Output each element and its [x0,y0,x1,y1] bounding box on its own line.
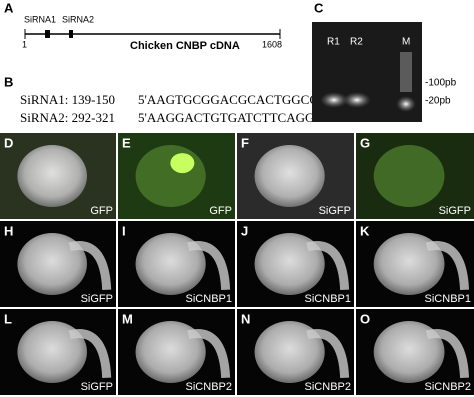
panel-label: E [122,135,131,150]
embryo [254,233,325,295]
embryo-tail [425,329,470,379]
sirna-site [69,30,73,38]
panel-label: H [4,223,13,238]
sirna-label: SiRNA2 [62,14,94,24]
embryo [17,145,87,207]
photo-grid: D GFP E GFP F SiGFP G SiGFP H SiGFP I SiCNBP1 J SiCNB… [0,133,474,395]
sirna-range: SiRNA2: 292-321 [20,110,115,125]
panel-label: O [360,311,370,326]
photo-caption: SiCNBP2 [305,381,351,393]
embryo-tail [425,241,470,291]
embryo-tail [187,241,231,291]
marker-label: -100pb [425,78,457,89]
embryo [135,145,206,207]
photo-caption: GFP [209,205,232,217]
sirna-seq: 5'AAGGACTGTGATCTTCAGG 3' [138,110,326,125]
embryo [135,321,206,383]
embryo [373,233,445,295]
lane-label: R1 [327,37,340,48]
panel-label: K [360,223,370,238]
photo-caption: SiCNBP1 [425,293,471,305]
embryo [254,145,325,207]
lane-label: M [402,37,410,48]
photo-caption: SiCNBP2 [186,381,232,393]
gel-band [343,92,371,108]
panel-label: B [4,74,13,89]
photo-caption: GFP [90,205,113,217]
panel-label: J [241,223,248,238]
photo-caption: SiCNBP1 [305,293,351,305]
panel-label: F [241,135,249,150]
embryo [373,321,445,383]
photo-caption: SiGFP [439,205,471,217]
sirna-site [45,30,50,38]
photo-caption: SiGFP [81,381,113,393]
photo-caption: SiGFP [319,205,351,217]
embryo [135,233,206,295]
photo-caption: SiCNBP1 [186,293,232,305]
embryo-tail [187,329,231,379]
panel-label: I [122,223,126,238]
marker-label: -20pb [425,96,451,107]
sirna-label: SiRNA1 [24,14,56,24]
embryo [17,233,87,295]
embryo-tail [306,329,350,379]
embryo [373,145,445,207]
ladder [396,52,416,112]
photo-caption: SiCNBP2 [425,381,471,393]
panel-label: C [314,0,324,15]
panel-label: D [4,135,13,150]
embryo-tail [68,329,112,379]
panel-label: G [360,135,370,150]
panel-label: A [4,0,14,15]
gel-band [320,92,348,108]
start-label: 1 [22,39,27,49]
gfp-signal [170,153,195,174]
panel-label: L [4,311,12,326]
lane-label: R2 [350,37,363,48]
embryo [254,321,325,383]
photo-caption: SiGFP [81,293,113,305]
cdna-caption: Chicken CNBP cDNA [130,40,240,52]
end-label: 1608 [262,39,282,49]
panel-label: N [241,311,250,326]
embryo [17,321,87,383]
embryo-tail [68,241,112,291]
panel-label: M [122,311,133,326]
embryo-tail [306,241,350,291]
sirna-range: SiRNA1: 139-150 [20,92,115,107]
sirna-seq: 5'AAGTGCGGACGCACTGGCC3' [138,92,327,107]
